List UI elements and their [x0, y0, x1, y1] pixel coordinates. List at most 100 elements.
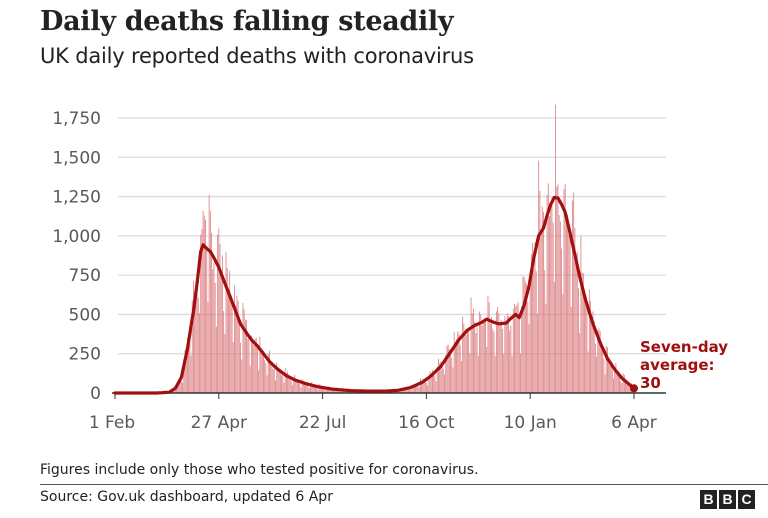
daily-bar — [549, 216, 550, 393]
daily-bar — [435, 381, 437, 393]
daily-bar — [231, 303, 233, 393]
chart-area: 0 250 500 750 1,000 1,250 1,500 1,750 1 Feb 27 A… — [52, 104, 728, 433]
daily-bar — [184, 350, 186, 393]
daily-bar — [504, 315, 506, 393]
daily-bar — [406, 387, 408, 393]
daily-bar — [322, 387, 324, 393]
daily-bar — [466, 331, 468, 393]
daily-bar — [207, 302, 209, 393]
daily-bar — [617, 370, 619, 393]
daily-bar — [312, 384, 314, 393]
daily-bar — [573, 192, 575, 393]
daily-bar — [557, 184, 559, 393]
daily-bar — [293, 377, 295, 393]
daily-bar — [540, 233, 542, 393]
latest-average-dot — [630, 384, 638, 393]
daily-bar — [486, 346, 488, 393]
daily-bar — [564, 183, 566, 393]
daily-bar — [201, 228, 203, 393]
daily-bar — [470, 297, 472, 393]
daily-bar — [235, 305, 237, 393]
daily-bar — [434, 375, 436, 393]
daily-bar — [522, 276, 524, 393]
daily-bar — [290, 381, 292, 393]
daily-bar — [430, 372, 432, 393]
daily-bar — [177, 384, 179, 393]
daily-bar — [558, 215, 560, 393]
daily-bar — [544, 270, 546, 393]
daily-bar — [229, 270, 231, 393]
bbc-logo-letter: C — [738, 490, 755, 509]
daily-bar — [608, 358, 610, 393]
daily-bar — [272, 369, 274, 393]
daily-bar — [291, 385, 293, 393]
daily-bar — [423, 378, 425, 393]
daily-bar — [253, 345, 255, 393]
y-tick-label: 1,250 — [52, 188, 101, 208]
daily-bar — [491, 317, 493, 393]
daily-bar — [623, 374, 625, 393]
daily-bar — [523, 277, 525, 393]
daily-bar — [428, 375, 430, 393]
bbc-logo-letter: B — [719, 490, 736, 509]
daily-bar — [615, 363, 617, 393]
daily-bar — [448, 349, 450, 393]
daily-bar — [218, 228, 220, 393]
daily-bar — [456, 338, 458, 393]
annotation-line: average: — [640, 356, 715, 374]
daily-bar — [436, 366, 438, 393]
daily-bar — [480, 314, 482, 393]
daily-bar — [300, 387, 302, 393]
daily-bar — [477, 356, 479, 393]
daily-bar — [282, 374, 284, 393]
daily-bar — [194, 291, 196, 393]
daily-bar — [202, 210, 204, 393]
gridlines — [118, 117, 666, 355]
daily-bar — [256, 347, 258, 393]
daily-bar — [265, 363, 267, 393]
daily-bar — [273, 368, 275, 393]
daily-bar — [255, 337, 257, 393]
daily-bar — [559, 221, 561, 393]
daily-bar — [193, 280, 194, 393]
daily-bar — [629, 388, 631, 393]
daily-bar — [541, 206, 543, 393]
daily-bar — [469, 353, 471, 393]
daily-bar — [203, 215, 205, 393]
daily-bar — [323, 387, 325, 393]
daily-bar — [534, 242, 536, 393]
daily-bar — [600, 349, 602, 393]
daily-bar — [521, 306, 523, 393]
daily-bar — [524, 281, 526, 393]
daily-bar — [180, 381, 182, 393]
daily-bar — [307, 385, 309, 393]
daily-bar — [410, 390, 412, 393]
daily-bar — [481, 325, 483, 393]
x-tick-label: 27 Apr — [191, 413, 247, 433]
daily-bar — [452, 367, 454, 393]
daily-bar — [439, 363, 441, 393]
daily-bar — [445, 355, 447, 393]
daily-bar — [569, 238, 571, 393]
daily-bar — [264, 360, 266, 393]
daily-bar — [476, 325, 478, 393]
daily-bar — [535, 271, 537, 393]
daily-bar — [598, 328, 600, 393]
x-tick-label: 16 Oct — [398, 413, 455, 433]
daily-bar — [250, 335, 252, 393]
daily-bar — [319, 384, 321, 393]
daily-bar — [425, 382, 427, 393]
y-tick-label: 1,750 — [52, 109, 101, 129]
daily-bar — [221, 255, 223, 393]
daily-bar — [422, 378, 424, 393]
footer-divider — [40, 484, 768, 485]
y-tick-label: 1,000 — [52, 227, 101, 247]
daily-bar — [237, 300, 239, 393]
daily-bar — [530, 253, 532, 393]
daily-bar — [244, 319, 246, 393]
daily-bar — [611, 369, 613, 393]
daily-bar — [508, 316, 509, 393]
daily-bar — [471, 313, 473, 393]
daily-bar — [427, 385, 429, 393]
daily-bar — [314, 384, 316, 393]
